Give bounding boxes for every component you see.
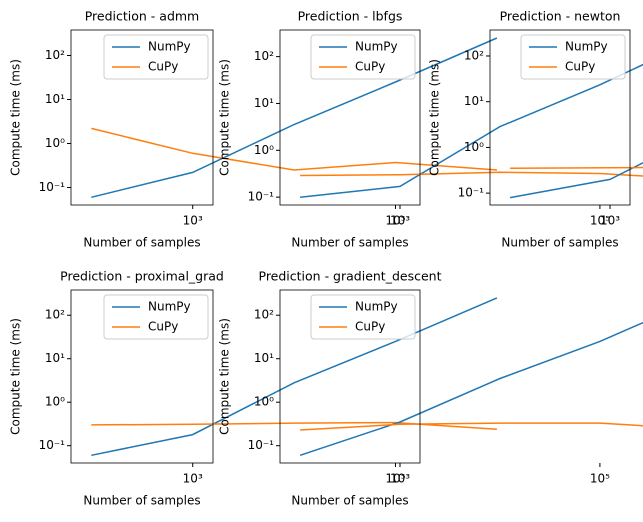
y-tick-label: 10⁰ <box>45 136 65 150</box>
series-line <box>300 63 643 198</box>
y-axis-label: Compute time (ms) <box>218 59 232 176</box>
series-line <box>91 37 498 199</box>
y-axis-label: Compute time (ms) <box>9 318 23 435</box>
y-tick-label: 10⁻¹ <box>39 180 66 194</box>
x-axis-label: Number of samples <box>291 236 408 250</box>
axes-frame <box>70 29 214 206</box>
legend-box <box>310 34 416 80</box>
y-axis-label: Compute time (ms) <box>218 318 232 435</box>
y-axis-label: Compute time (ms) <box>428 59 442 176</box>
y-tick-label: 10⁰ <box>45 395 65 409</box>
x-tick-label: 10³ <box>390 472 410 486</box>
legend-label: CuPy <box>565 60 595 74</box>
legend-label: CuPy <box>355 60 385 74</box>
y-tick-label: 10⁰ <box>254 395 274 409</box>
series-line <box>509 161 643 199</box>
chart-title: Prediction - proximal_grad <box>60 269 224 284</box>
y-tick-label: 10¹ <box>254 351 274 365</box>
legend-label: NumPy <box>565 40 608 54</box>
chart-title: Prediction - lbfgs <box>298 9 403 24</box>
y-tick-label: 10⁻¹ <box>248 438 275 452</box>
legend-label: NumPy <box>148 40 191 54</box>
x-tick-label: 10⁵ <box>590 472 610 486</box>
y-tick-label: 10¹ <box>464 94 484 108</box>
legend-box <box>103 294 209 340</box>
y-tick-label: 10² <box>464 48 484 62</box>
chart-title: Prediction - gradient_descent <box>259 269 442 284</box>
x-tick-label: 10³ <box>600 214 620 228</box>
series-line <box>300 171 643 177</box>
legend-label: NumPy <box>355 40 398 54</box>
axes-frame <box>489 29 631 206</box>
x-tick-label: 10³ <box>183 472 203 486</box>
y-tick-label: 10⁻¹ <box>248 190 275 204</box>
legend-box <box>103 34 209 80</box>
series-line <box>91 127 497 171</box>
axes-frame <box>279 29 421 206</box>
y-tick-label: 10⁰ <box>464 140 484 154</box>
series-line <box>91 421 497 430</box>
legend-label: CuPy <box>355 320 385 334</box>
legend-label: CuPy <box>148 320 178 334</box>
x-axis-label: Number of samples <box>83 236 200 250</box>
series-line <box>510 166 643 170</box>
y-tick-label: 10² <box>45 308 65 322</box>
y-tick-label: 10² <box>45 48 65 62</box>
y-tick-label: 10¹ <box>254 96 274 110</box>
legend-label: NumPy <box>148 300 191 314</box>
y-tick-label: 10¹ <box>45 92 65 106</box>
chart-title: Prediction - newton <box>500 9 621 24</box>
y-tick-label: 10⁻¹ <box>458 186 485 200</box>
series-line <box>299 321 643 457</box>
x-tick-label: 10⁵ <box>385 214 405 228</box>
y-axis-label: Compute time (ms) <box>9 59 23 176</box>
y-tick-label: 10⁻¹ <box>39 438 66 452</box>
y-tick-label: 10¹ <box>45 351 65 365</box>
axes-frame <box>279 289 421 464</box>
legend-box <box>310 294 416 340</box>
series-line <box>300 422 643 431</box>
x-axis-label: Number of samples <box>291 494 408 508</box>
chart-title: Prediction - admm <box>85 9 200 24</box>
y-tick-label: 10⁰ <box>254 143 274 157</box>
x-tick-label: 10⁵ <box>385 472 405 486</box>
x-tick-label: 10³ <box>390 214 410 228</box>
x-tick-label: 10³ <box>183 214 203 228</box>
legend-label: CuPy <box>148 60 178 74</box>
legend-box <box>520 34 626 80</box>
x-tick-label: 10⁵ <box>590 214 610 228</box>
y-tick-label: 10² <box>254 308 274 322</box>
axes-frame <box>70 289 214 464</box>
legend-label: NumPy <box>355 300 398 314</box>
x-axis-label: Number of samples <box>501 236 618 250</box>
y-tick-label: 10² <box>254 49 274 63</box>
series-line <box>91 297 498 457</box>
x-axis-label: Number of samples <box>83 494 200 508</box>
